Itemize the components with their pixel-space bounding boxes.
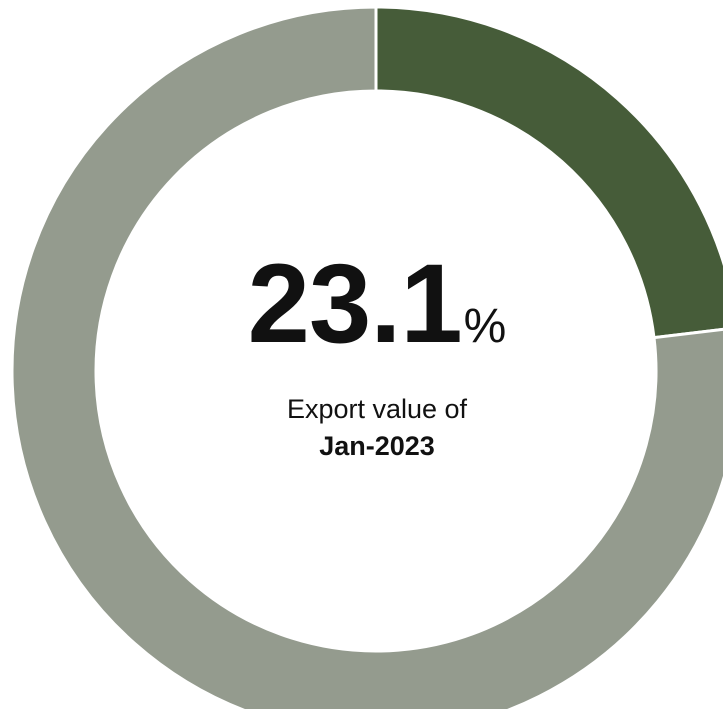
center-value: 23.1% [127,248,627,360]
donut-slice-highlight [374,5,723,340]
center-caption: Export value of [286,394,468,424]
donut-slice-remainder [10,5,723,709]
center-value-number: 23.1 [247,241,463,366]
center-value-unit: % [463,300,507,353]
center-period: Jan-2023 [319,431,435,461]
donut-slices [10,5,723,709]
